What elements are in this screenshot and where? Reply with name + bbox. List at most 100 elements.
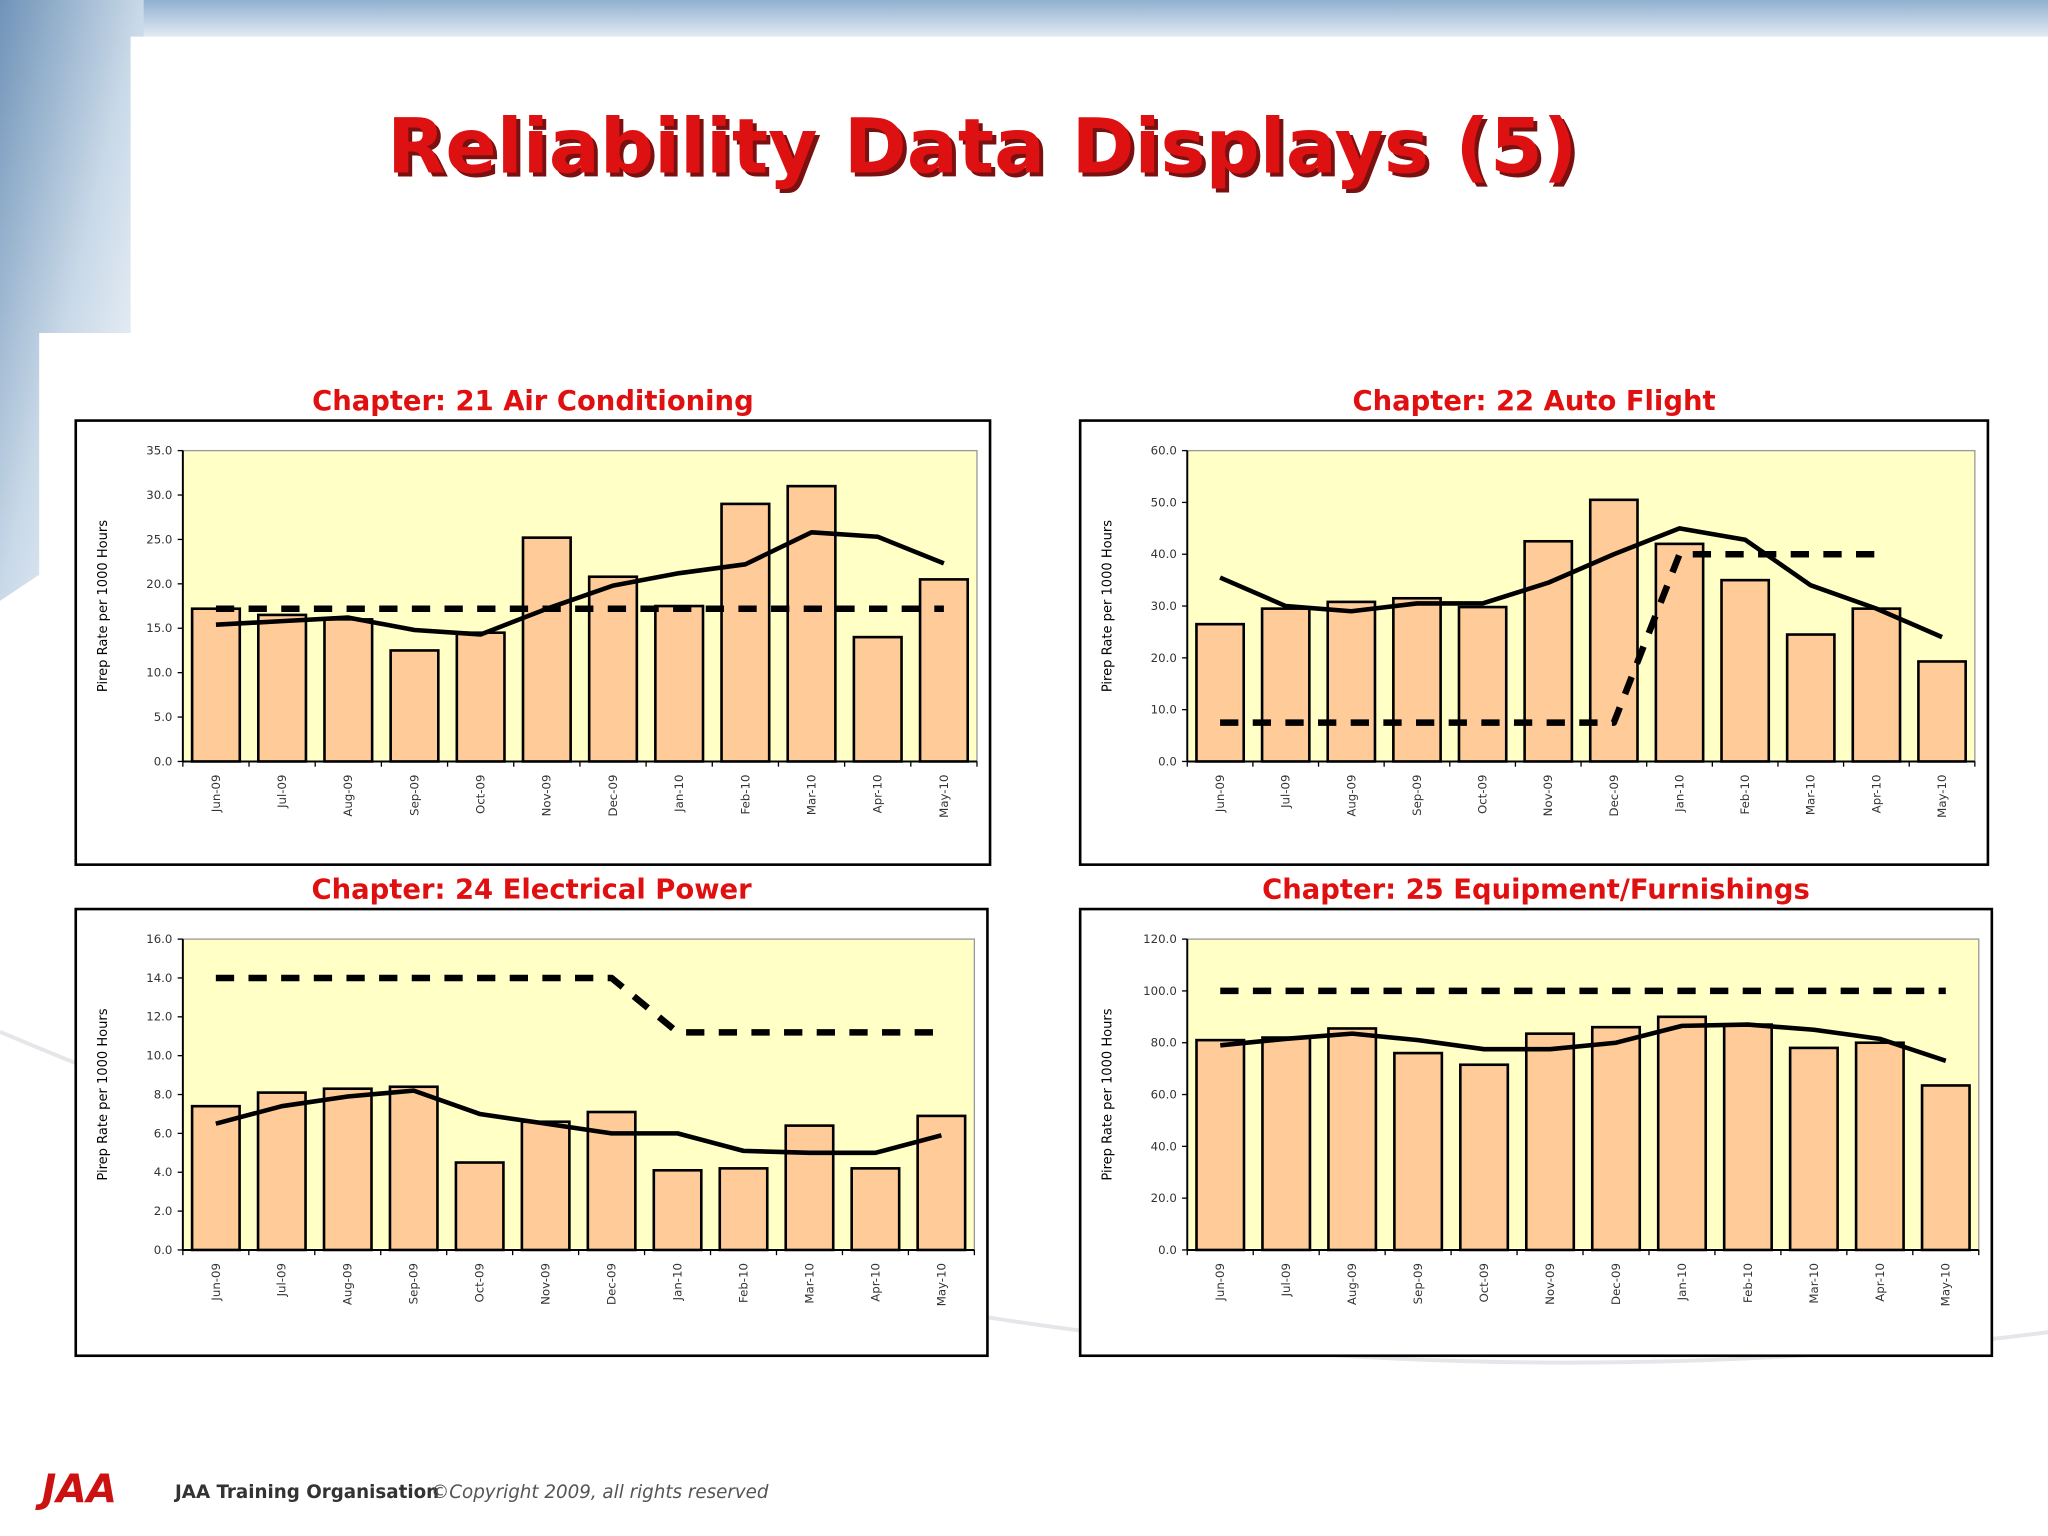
bar — [1854, 1041, 1905, 1252]
y-tick-label: 80.0 — [1151, 1036, 1177, 1050]
bar — [1851, 607, 1902, 763]
bar — [784, 1124, 835, 1252]
bar — [786, 484, 837, 763]
x-tick-label: May-10 — [937, 775, 951, 818]
bar — [1722, 1023, 1773, 1252]
y-tick-label: 40.0 — [1151, 1139, 1177, 1153]
x-tick-label: Aug-09 — [341, 775, 355, 817]
bar — [455, 631, 506, 763]
y-tick-label: 20.0 — [1151, 651, 1177, 665]
y-tick-label: 20.0 — [146, 577, 172, 591]
x-tick-label: Jan-10 — [1672, 775, 1686, 813]
x-tick-label: Aug-09 — [1344, 775, 1358, 817]
x-tick-label: Apr-10 — [871, 775, 885, 814]
y-tick-label: 15.0 — [146, 621, 172, 635]
y-tick-label: 60.0 — [1151, 444, 1177, 458]
x-tick-label: Sep-09 — [1410, 775, 1424, 816]
x-tick-label: Dec-09 — [606, 775, 620, 817]
x-tick-label: Dec-09 — [1607, 775, 1621, 817]
logo: JAA — [35, 1467, 117, 1512]
chart-title: Chapter: 25 Equipment/Furnishings — [1262, 875, 1810, 906]
bar — [1326, 600, 1377, 763]
bar — [1590, 1025, 1642, 1252]
x-tick-label: Apr-10 — [1869, 775, 1883, 814]
x-tick-label: Mar-10 — [1804, 775, 1818, 816]
y-axis-label: Pirep Rate per 1000 Hours — [96, 1008, 111, 1180]
y-tick-label: 60.0 — [1151, 1087, 1177, 1101]
bar — [1654, 542, 1705, 763]
x-tick-label: Feb-10 — [738, 775, 752, 815]
bar — [190, 1104, 241, 1252]
x-tick-label: Oct-09 — [1477, 1263, 1491, 1303]
footer-copyright: ©Copyright 2009, all rights reserved — [431, 1482, 769, 1503]
chart-title: Chapter: 24 Electrical Power — [312, 875, 753, 906]
x-tick-label: Oct-09 — [473, 1263, 487, 1303]
x-tick-label: Jun-09 — [1213, 1263, 1227, 1302]
bar — [190, 607, 242, 763]
y-tick-label: 30.0 — [146, 488, 172, 502]
y-tick-label: 0.0 — [154, 1243, 173, 1257]
bar — [1785, 633, 1836, 763]
x-tick-label: May-10 — [934, 1263, 948, 1306]
y-tick-label: 10.0 — [146, 666, 172, 680]
bar — [587, 575, 639, 763]
x-tick-label: Sep-09 — [407, 1263, 421, 1304]
x-tick-label: Feb-10 — [1738, 775, 1752, 815]
trend-line — [215, 530, 945, 637]
y-tick-label: 10.0 — [146, 1049, 172, 1063]
bar — [652, 1168, 703, 1252]
x-tick-label: Oct-09 — [474, 775, 488, 815]
x-tick-label: Jan-10 — [1675, 1263, 1689, 1301]
bar — [1656, 1015, 1708, 1252]
slide-title: Reliability Data Displays (5) — [387, 102, 1577, 190]
y-tick-label: 2.0 — [154, 1204, 173, 1218]
bar — [1457, 605, 1508, 763]
y-tick-label: 50.0 — [1151, 495, 1177, 509]
bar — [1195, 622, 1246, 763]
x-tick-label: Mar-10 — [804, 775, 818, 816]
alert-line — [215, 974, 942, 1036]
alert-line — [1220, 550, 1877, 726]
y-tick-label: 12.0 — [146, 1010, 172, 1024]
bar — [718, 1167, 769, 1252]
x-tick-label: Mar-10 — [1807, 1263, 1821, 1304]
y-tick-label: 0.0 — [154, 754, 173, 768]
bar — [1392, 596, 1442, 763]
y-tick-label: 8.0 — [154, 1087, 173, 1101]
bar — [1327, 1027, 1378, 1252]
x-tick-label: Dec-09 — [605, 1263, 619, 1305]
charts: Chapter: 21 Air Conditioning Pirep Rate p… — [74, 386, 1994, 1358]
y-tick-label: 4.0 — [154, 1165, 173, 1179]
x-tick-label: Apr-10 — [1873, 1263, 1887, 1302]
bar — [850, 1167, 901, 1252]
x-tick-label: Oct-09 — [1476, 775, 1490, 815]
x-tick-label: May-10 — [1939, 1263, 1953, 1306]
bar — [520, 1120, 571, 1252]
bar — [1195, 1038, 1246, 1252]
x-tick-label: Aug-09 — [341, 1263, 355, 1305]
y-tick-label: 5.0 — [154, 710, 173, 724]
bar — [256, 1091, 307, 1252]
chart-title: Chapter: 22 Auto Flight — [1353, 386, 1716, 417]
x-tick-label: Aug-09 — [1345, 1263, 1359, 1305]
x-tick-label: Jan-10 — [670, 1263, 684, 1301]
x-tick-label: Jul-09 — [1279, 1263, 1293, 1297]
y-tick-label: 20.0 — [1151, 1191, 1177, 1205]
x-tick-label: Jun-09 — [1213, 775, 1227, 814]
bar — [852, 635, 903, 763]
bar — [1524, 1032, 1576, 1252]
sky-band — [0, 0, 2048, 40]
bar — [1720, 578, 1771, 763]
y-tick-label: 40.0 — [1151, 547, 1177, 561]
plot-area — [182, 938, 976, 1251]
y-tick-label: 30.0 — [1151, 599, 1177, 613]
bar — [1920, 1084, 1971, 1252]
x-tick-label: Jul-09 — [275, 1263, 289, 1297]
x-tick-label: Feb-10 — [736, 1263, 750, 1303]
y-axis-label: Pirep Rate per 1000 Hours — [1101, 520, 1116, 692]
bar — [720, 502, 771, 763]
bar — [454, 1161, 505, 1252]
bar — [388, 1085, 439, 1252]
x-tick-label: Jan-10 — [672, 775, 686, 813]
